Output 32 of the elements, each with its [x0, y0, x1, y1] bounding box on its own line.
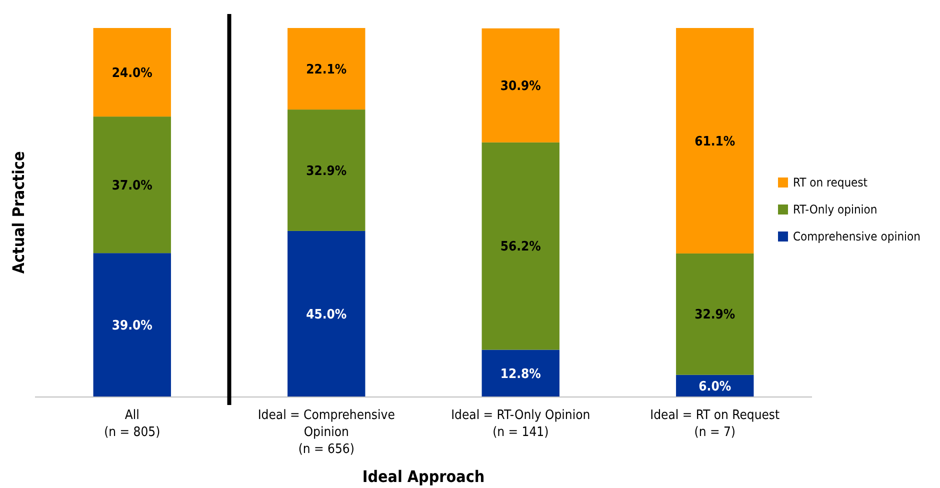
legend-label: RT-Only opinion	[793, 202, 878, 217]
data-label: 61.1%	[694, 134, 736, 150]
bar	[482, 142, 560, 350]
data-label: 32.9%	[306, 164, 347, 179]
data-label: 30.9%	[500, 78, 542, 94]
data-label: 6.0%	[698, 379, 732, 394]
x-tick-label: All (n = 805)	[104, 408, 160, 440]
x-axis-title: Ideal Approach	[362, 467, 485, 486]
bar	[93, 116, 171, 254]
bar	[288, 230, 366, 397]
bar	[676, 28, 754, 254]
bar	[288, 28, 366, 110]
data-label: 12.8%	[500, 366, 542, 382]
y-axis-title: Actual Practice	[9, 151, 28, 274]
data-label: 45.0%	[306, 308, 347, 323]
data-label: 24.0%	[112, 66, 153, 81]
data-label: 22.1%	[306, 62, 347, 78]
legend-label: RT on request	[793, 176, 868, 190]
x-tick-label: Ideal = RT on Request (n = 7)	[650, 408, 780, 440]
bar	[676, 253, 754, 375]
bar	[482, 28, 560, 142]
legend-label: Comprehensive opinion	[793, 230, 920, 244]
data-label: 32.9%	[694, 308, 736, 323]
data-label: 39.0%	[112, 318, 153, 334]
bar	[93, 253, 171, 397]
data-label: 56.2%	[500, 240, 542, 255]
bar	[482, 350, 560, 397]
bar	[93, 28, 171, 117]
data-label: 37.0%	[112, 178, 153, 194]
x-tick-label: Ideal = RT-Only Opinion (n = 141)	[451, 408, 590, 440]
bar	[288, 110, 366, 231]
x-tick-label: Ideal = Comprehensive Opinion (n = 656)	[258, 408, 395, 457]
